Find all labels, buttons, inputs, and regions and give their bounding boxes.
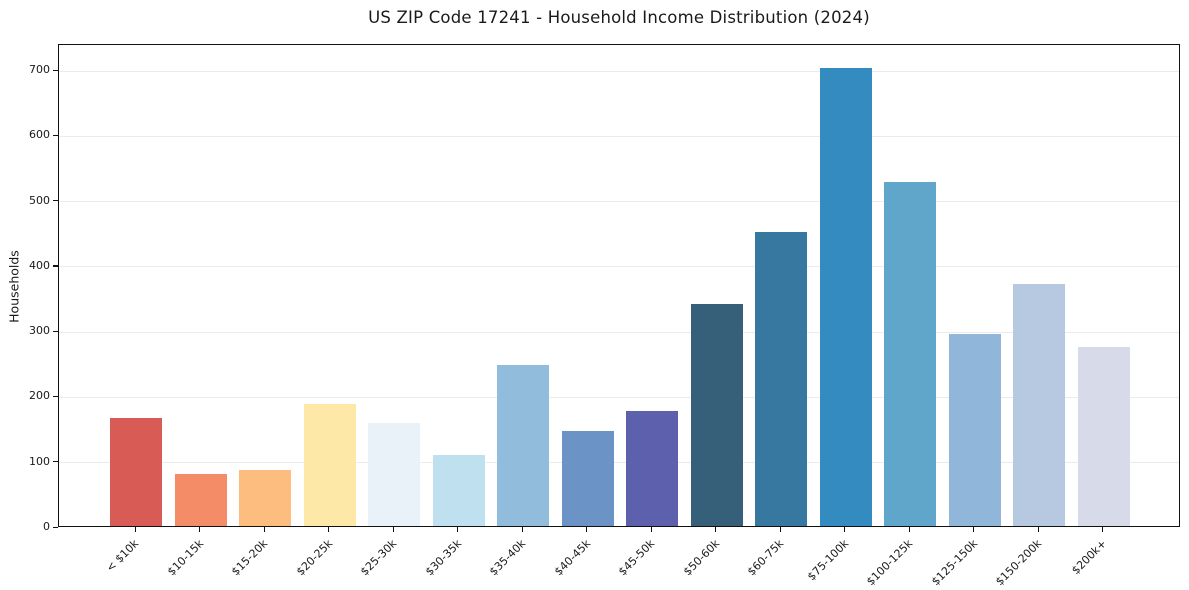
x-tick-mark-3 — [328, 527, 330, 532]
y-tick-mark-400 — [53, 265, 58, 267]
x-tick-mark-10 — [779, 527, 781, 532]
y-tick-label-600: 600 — [29, 128, 50, 142]
bar-$40-45k — [561, 430, 614, 526]
bar-$150-200k — [1013, 283, 1065, 526]
y-tick-mark-100 — [53, 461, 58, 463]
x-tick-mark-0 — [134, 527, 136, 532]
chart-title: US ZIP Code 17241 - Household Income Dis… — [368, 8, 870, 27]
bar-$50-60k — [690, 304, 743, 526]
x-tick-mark-2 — [263, 527, 265, 532]
gridline-y500 — [59, 201, 1179, 203]
x-tick-mark-1 — [199, 527, 201, 532]
y-tick-label-700: 700 — [29, 63, 50, 77]
bar-$45-50k — [626, 411, 678, 526]
x-tick-mark-14 — [1037, 527, 1039, 532]
x-tick-mark-4 — [392, 527, 394, 532]
bar-$75-100k — [819, 67, 872, 526]
y-axis-label: Households — [6, 250, 22, 323]
x-tick-mark-13 — [973, 527, 975, 532]
y-tick-mark-700 — [53, 69, 58, 71]
bar-$125-150k — [948, 334, 1001, 526]
gridline-y700 — [59, 70, 1179, 72]
x-tick-mark-12 — [908, 527, 910, 532]
x-tick-mark-7 — [586, 527, 588, 532]
bar-$60-75k — [755, 232, 807, 526]
bar-$30-35k — [432, 454, 485, 526]
x-tick-mark-5 — [457, 527, 459, 532]
y-tick-label-200: 200 — [29, 389, 50, 403]
y-tick-label-300: 300 — [29, 324, 50, 338]
bar-$15-20k — [239, 469, 291, 526]
x-tick-mark-11 — [844, 527, 846, 532]
y-tick-label-500: 500 — [29, 193, 50, 207]
y-tick-mark-300 — [53, 330, 58, 332]
x-tick-mark-8 — [650, 527, 652, 532]
bar-$25-30k — [368, 422, 420, 526]
x-tick-label-0: < $10k — [103, 537, 142, 575]
bar-< $10k — [110, 418, 162, 526]
bar-$100-125k — [884, 182, 936, 526]
y-tick-mark-600 — [53, 134, 58, 137]
y-tick-mark-0 — [53, 526, 58, 528]
bar-$10-15k — [174, 473, 227, 526]
gridline-y600 — [59, 135, 1179, 137]
x-tick-mark-9 — [715, 527, 717, 532]
plot-area — [58, 44, 1180, 527]
bar-$200k+ — [1077, 347, 1130, 526]
x-tick-mark-6 — [521, 527, 523, 532]
y-tick-mark-200 — [53, 395, 58, 398]
gridline-y200 — [59, 396, 1179, 398]
gridline-y100 — [59, 462, 1179, 464]
y-tick-label-100: 100 — [29, 454, 50, 468]
bar-$35-40k — [497, 365, 549, 526]
y-tick-label-0: 0 — [43, 520, 50, 533]
x-tick-mark-15 — [1102, 527, 1104, 532]
y-tick-label-400: 400 — [29, 258, 50, 272]
y-tick-mark-500 — [53, 200, 58, 202]
bar-$20-25k — [303, 403, 356, 526]
gridline-y300 — [59, 331, 1179, 333]
gridline-y400 — [59, 266, 1179, 268]
